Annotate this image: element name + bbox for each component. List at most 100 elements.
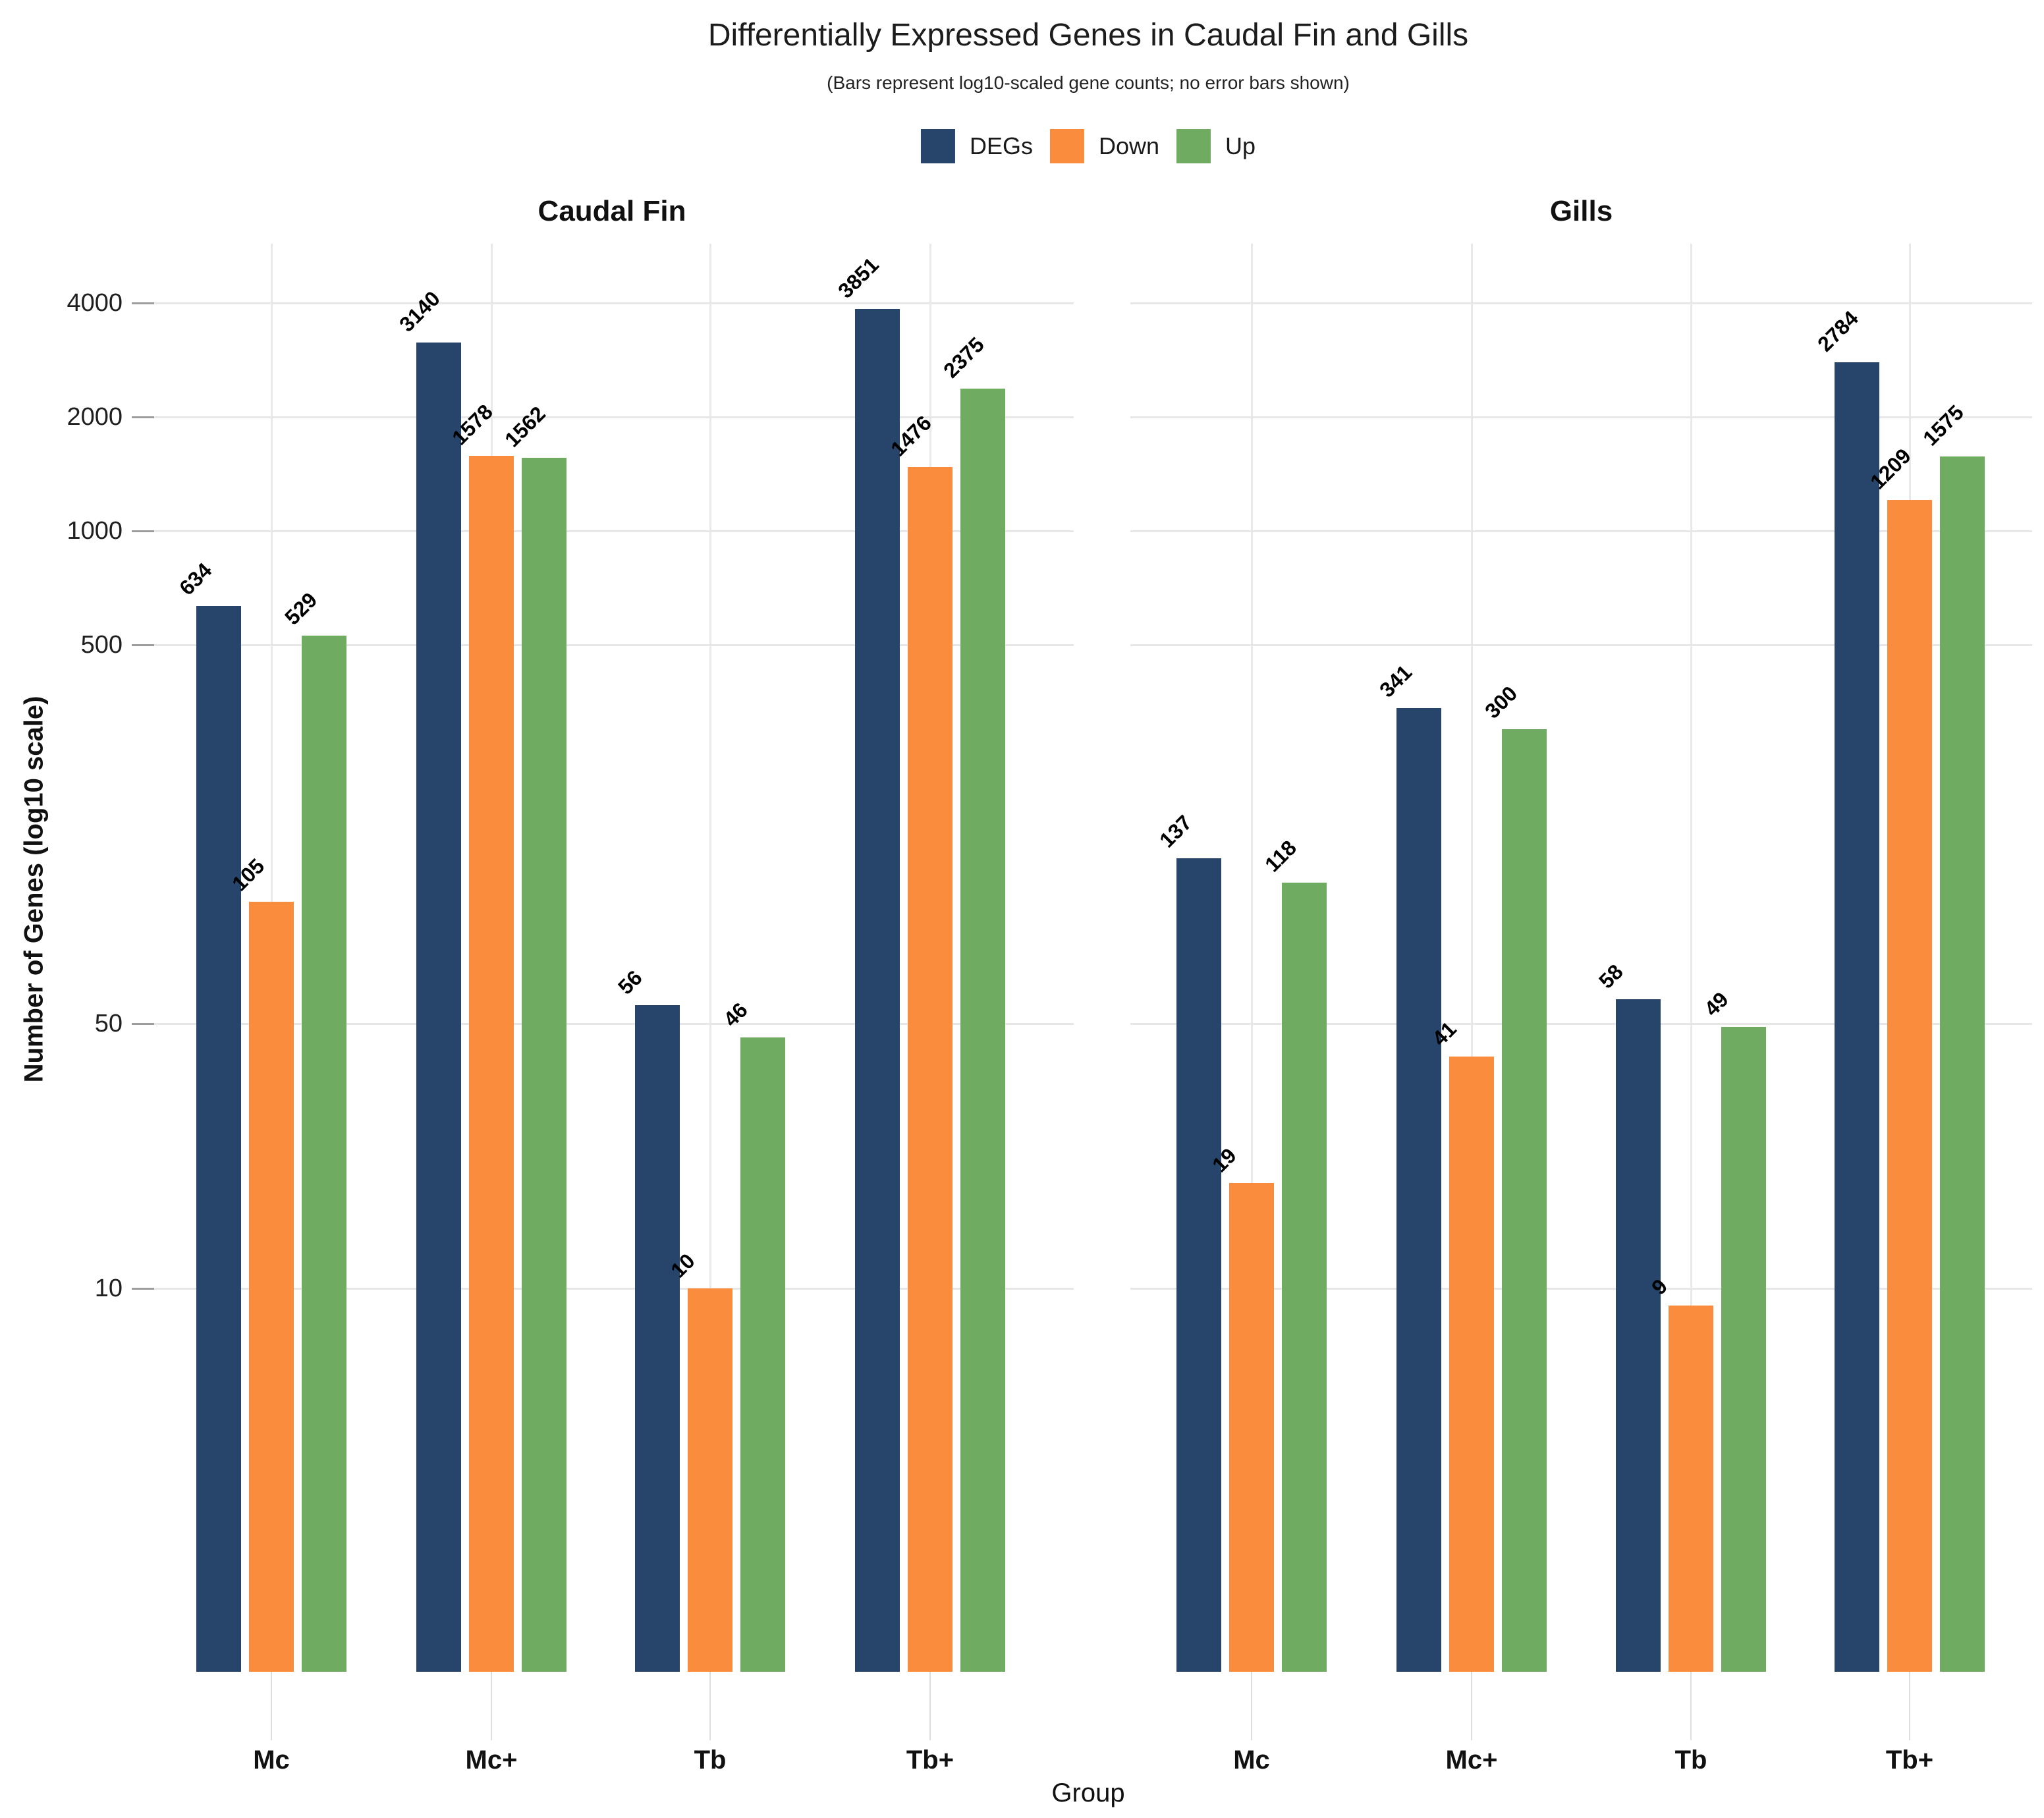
bar-value-label: 49: [1699, 987, 1733, 1021]
h-gridline: [150, 644, 1074, 646]
y-tick-mark: [132, 1022, 154, 1025]
h-gridline: [1130, 1022, 2032, 1025]
facet-title-gills: Gills: [1549, 195, 1613, 227]
legend-swatch-down: [1049, 129, 1084, 163]
h-gridline: [150, 302, 1074, 304]
h-gridline: [150, 1022, 1074, 1025]
bar-value-label: 341: [1375, 660, 1417, 702]
bar-value-label: 634: [175, 558, 217, 600]
bar-value-label: 3140: [395, 287, 445, 337]
chart-title: Differentially Expressed Genes in Caudal…: [707, 18, 1469, 53]
bar-caudal-fin-tb-degs: [635, 1005, 680, 1672]
x-tick-label-tb: Tb: [1674, 1746, 1707, 1775]
legend-label: Down: [1098, 132, 1160, 159]
bar-value-label: 56: [613, 965, 647, 999]
bar-value-label: 529: [280, 588, 322, 630]
legend-item-degs: DEGs: [920, 129, 1033, 163]
x-tick-label-mcplus: Mc+: [465, 1746, 518, 1775]
bar-value-label: 58: [1594, 960, 1628, 993]
y-tick-label-10: 10: [94, 1275, 123, 1303]
bar-value-label: 300: [1480, 681, 1522, 723]
bar-gills-tbplus-degs: [1835, 362, 1879, 1672]
bar-gills-mc-up: [1282, 882, 1327, 1672]
legend-label: DEGs: [969, 132, 1033, 159]
y-tick-mark: [132, 1287, 154, 1290]
bar-value-label: 46: [719, 998, 752, 1032]
bar-gills-tbplus-up: [1940, 456, 1985, 1672]
x-tick-label-mcplus: Mc+: [1445, 1746, 1498, 1775]
x-tick-mark: [709, 1672, 711, 1740]
bar-caudal-fin-mcplus-up: [522, 457, 566, 1672]
h-gridline: [1130, 530, 2032, 532]
h-gridline: [1130, 644, 2032, 646]
x-tick-mark: [271, 1672, 272, 1740]
y-tick-label-500: 500: [80, 631, 123, 659]
h-gridline: [1130, 1287, 2032, 1290]
bar-caudal-fin-tbplus-degs: [855, 309, 900, 1672]
x-tick-label-tbplus: Tb+: [906, 1746, 954, 1775]
bar-value-label: 1575: [1918, 400, 1968, 451]
y-tick-mark: [132, 416, 154, 418]
legend-swatch-up: [1176, 129, 1211, 163]
bar-gills-tb-down: [1669, 1306, 1713, 1672]
v-gridline: [1690, 244, 1692, 1672]
bar-value-label: 3851: [833, 253, 883, 304]
v-gridline: [709, 244, 711, 1672]
legend: DEGs Down Up: [920, 129, 1256, 163]
bar-gills-mcplus-up: [1502, 729, 1547, 1672]
v-gridline: [1470, 244, 1473, 1672]
x-axis-title: Group: [1051, 1778, 1125, 1807]
h-gridline: [1130, 302, 2032, 304]
bar-caudal-fin-tb-down: [688, 1288, 732, 1672]
bar-caudal-fin-mc-down: [249, 902, 294, 1672]
y-tick-mark: [132, 644, 154, 646]
bar-caudal-fin-mc-degs: [196, 605, 241, 1672]
bar-caudal-fin-tbplus-down: [908, 466, 953, 1672]
bar-caudal-fin-mcplus-degs: [416, 343, 461, 1672]
bar-gills-mcplus-down: [1449, 1056, 1494, 1672]
x-tick-mark: [1909, 1672, 1910, 1740]
legend-item-up: Up: [1176, 129, 1256, 163]
bar-gills-mcplus-degs: [1396, 707, 1441, 1672]
h-gridline: [150, 416, 1074, 418]
legend-swatch-degs: [920, 129, 955, 163]
h-gridline: [1130, 416, 2032, 418]
x-tick-mark: [491, 1672, 492, 1740]
x-tick-mark: [1471, 1672, 1472, 1740]
v-gridline: [1250, 244, 1253, 1672]
bar-caudal-fin-mc-up: [302, 636, 346, 1672]
bar-caudal-fin-tb-up: [740, 1037, 785, 1672]
bar-gills-mc-degs: [1176, 858, 1221, 1672]
bar-gills-mc-down: [1229, 1182, 1274, 1672]
bar-gills-tbplus-down: [1887, 499, 1932, 1672]
facet-title-caudal-fin: Caudal Fin: [538, 195, 686, 227]
x-tick-mark: [1690, 1672, 1692, 1740]
y-tick-mark: [132, 530, 154, 532]
bar-caudal-fin-tbplus-up: [960, 389, 1005, 1672]
bar-gills-tb-degs: [1616, 999, 1661, 1672]
bar-caudal-fin-mcplus-down: [469, 456, 514, 1672]
bar-value-label: 2375: [939, 332, 989, 383]
x-tick-label-tb: Tb: [694, 1746, 727, 1775]
y-tick-label-50: 50: [94, 1010, 123, 1038]
h-gridline: [150, 1287, 1074, 1290]
x-tick-label-mc: Mc: [253, 1746, 290, 1775]
bar-value-label: 2784: [1813, 306, 1863, 357]
bar-gills-tb-up: [1721, 1027, 1766, 1672]
h-gridline: [150, 530, 1074, 532]
y-tick-label-2000: 2000: [67, 403, 123, 431]
y-tick-mark: [132, 302, 154, 304]
x-tick-mark: [929, 1672, 931, 1740]
bar-value-label: 137: [1155, 810, 1197, 852]
y-tick-label-1000: 1000: [67, 517, 123, 545]
x-tick-mark: [1251, 1672, 1252, 1740]
y-tick-label-4000: 4000: [67, 289, 123, 317]
legend-item-down: Down: [1049, 129, 1160, 163]
x-tick-label-mc: Mc: [1233, 1746, 1270, 1775]
bar-value-label: 1562: [500, 401, 550, 452]
x-tick-label-tbplus: Tb+: [1885, 1746, 1934, 1775]
bar-value-label: 118: [1260, 835, 1302, 877]
chart-subtitle: (Bars represent log10-scaled gene counts…: [827, 72, 1350, 93]
